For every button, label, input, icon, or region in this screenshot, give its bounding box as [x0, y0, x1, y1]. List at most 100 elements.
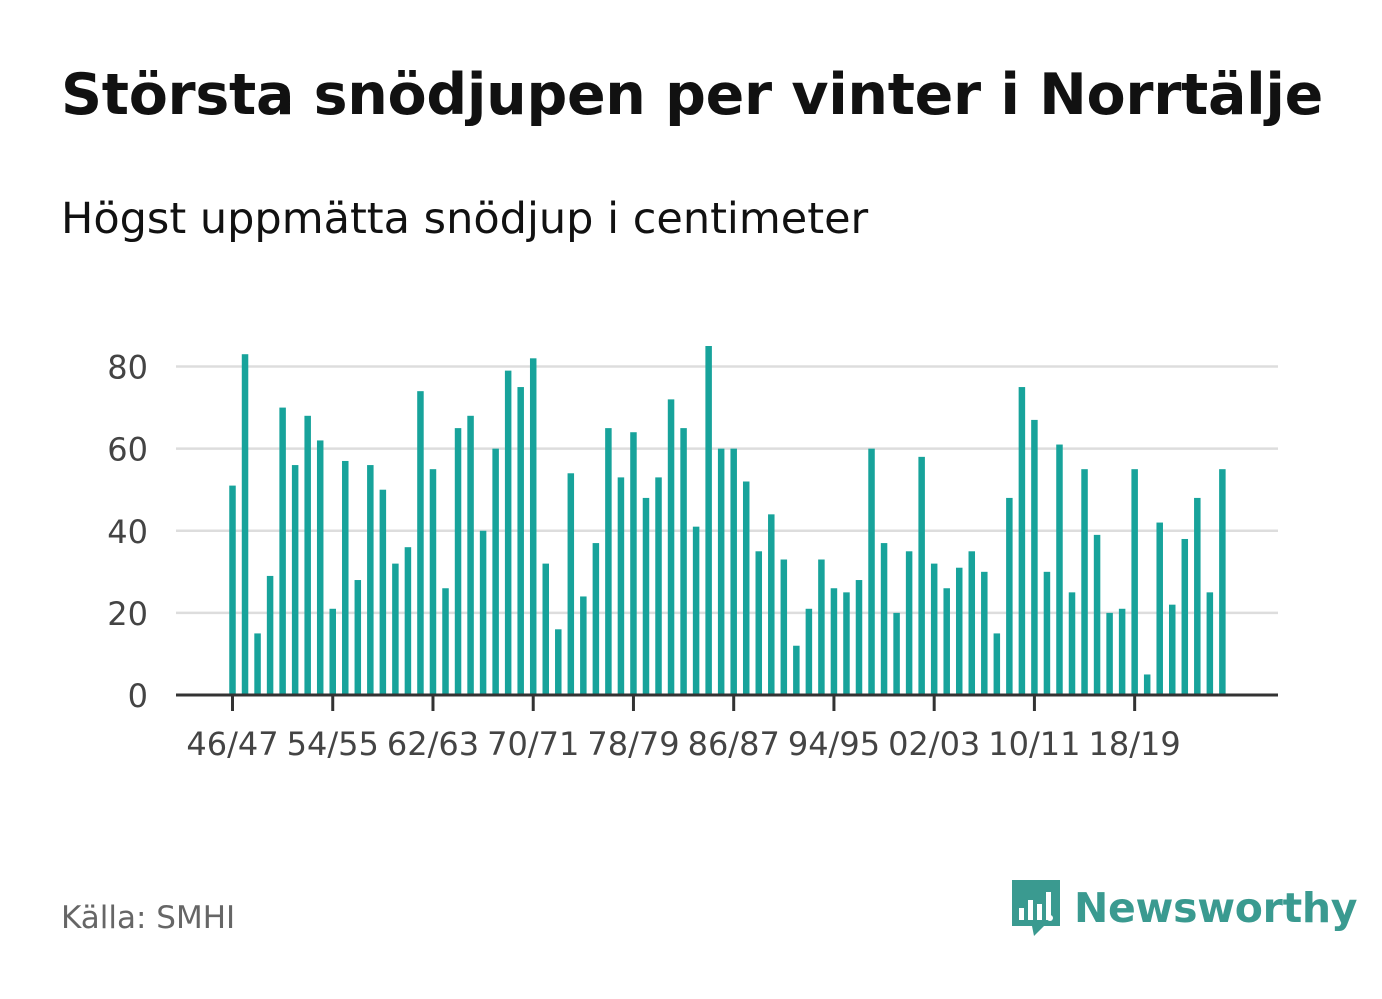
bar — [241, 354, 249, 695]
bar — [379, 489, 387, 695]
bar — [404, 547, 412, 695]
x-tick-label: 54/55 — [287, 725, 379, 763]
bar — [793, 645, 800, 695]
bar — [529, 358, 537, 695]
bar — [955, 567, 963, 695]
bar — [367, 465, 374, 695]
bar — [454, 428, 462, 695]
bar — [730, 448, 737, 695]
x-tick-label: 78/79 — [587, 725, 679, 763]
x-tick-label: 18/19 — [1089, 725, 1181, 763]
bar — [442, 588, 449, 695]
bar — [429, 469, 437, 695]
x-tick-label: 46/47 — [186, 725, 278, 763]
bar — [329, 608, 336, 695]
bar — [893, 612, 900, 695]
bar — [1093, 534, 1101, 695]
bar — [392, 563, 399, 695]
bar — [993, 633, 1001, 695]
bar — [316, 440, 324, 695]
bar — [1181, 538, 1189, 695]
bar — [492, 448, 499, 695]
bar — [1068, 592, 1076, 695]
bar — [868, 448, 875, 695]
chart-subtitle: Högst uppmätta snödjup i centimeter — [61, 194, 869, 244]
y-tick-label: 60 — [107, 431, 148, 469]
bar — [1206, 592, 1214, 695]
bar — [755, 551, 763, 695]
bar — [1031, 419, 1038, 695]
bar-chart-speech-bubble-icon — [1012, 880, 1060, 936]
bar — [930, 563, 938, 695]
bar — [1194, 497, 1201, 695]
y-tick-label: 0 — [128, 677, 148, 715]
x-tick-label: 94/95 — [788, 725, 880, 763]
bar — [342, 460, 349, 695]
bar — [291, 465, 299, 695]
bar — [805, 608, 813, 695]
bar — [354, 580, 362, 695]
bar — [229, 485, 236, 695]
bar — [818, 559, 825, 695]
bar — [880, 543, 888, 695]
x-tick-label: 70/71 — [487, 725, 579, 763]
bar — [279, 407, 286, 695]
brand-name: Newsworthy — [1074, 884, 1358, 932]
bar — [467, 415, 474, 695]
bar — [1131, 469, 1138, 695]
bar — [642, 497, 650, 695]
bar — [555, 629, 562, 695]
bar — [981, 571, 988, 695]
bar — [1118, 608, 1126, 695]
bar — [705, 346, 712, 695]
bar — [605, 428, 612, 695]
bar — [968, 551, 976, 695]
bar — [580, 596, 587, 695]
bar — [1106, 612, 1113, 695]
bar — [266, 575, 274, 695]
bar — [905, 551, 913, 695]
chart-title: Största snödjupen per vinter i Norrtälje — [61, 62, 1323, 128]
bar — [717, 448, 725, 695]
x-tick-label: 62/63 — [387, 725, 479, 763]
bar — [504, 370, 512, 695]
bar — [655, 477, 662, 695]
bar — [1056, 444, 1063, 695]
bar — [1143, 674, 1151, 695]
y-tick-label: 40 — [107, 513, 148, 551]
bar — [254, 633, 261, 695]
bar — [843, 592, 850, 695]
bar — [592, 543, 600, 695]
newsworthy-logo[interactable]: Newsworthy — [1010, 878, 1357, 938]
bar — [855, 580, 863, 695]
y-tick-label: 80 — [107, 349, 148, 387]
bar — [479, 530, 487, 695]
bar — [1156, 522, 1163, 695]
bar — [630, 432, 637, 695]
x-tick-label: 10/11 — [988, 725, 1080, 763]
bar — [567, 473, 575, 695]
source-note: Källa: SMHI — [61, 900, 236, 936]
bar — [667, 399, 675, 695]
bar — [1043, 571, 1051, 695]
bar — [692, 526, 700, 695]
bar — [304, 415, 311, 695]
bar — [517, 387, 524, 695]
bar — [830, 588, 838, 695]
bar — [680, 428, 687, 695]
bar — [768, 514, 775, 695]
x-tick-label: 86/87 — [688, 725, 780, 763]
bar — [943, 588, 950, 695]
bar — [918, 456, 925, 695]
bar — [417, 391, 424, 695]
x-tick-label: 02/03 — [888, 725, 980, 763]
bar — [1006, 497, 1013, 695]
bar — [780, 559, 788, 695]
y-tick-label: 20 — [107, 595, 148, 633]
bar — [617, 477, 625, 695]
bar — [742, 481, 750, 695]
bar — [1018, 387, 1026, 695]
bar — [1081, 469, 1088, 695]
bar — [1219, 469, 1226, 695]
